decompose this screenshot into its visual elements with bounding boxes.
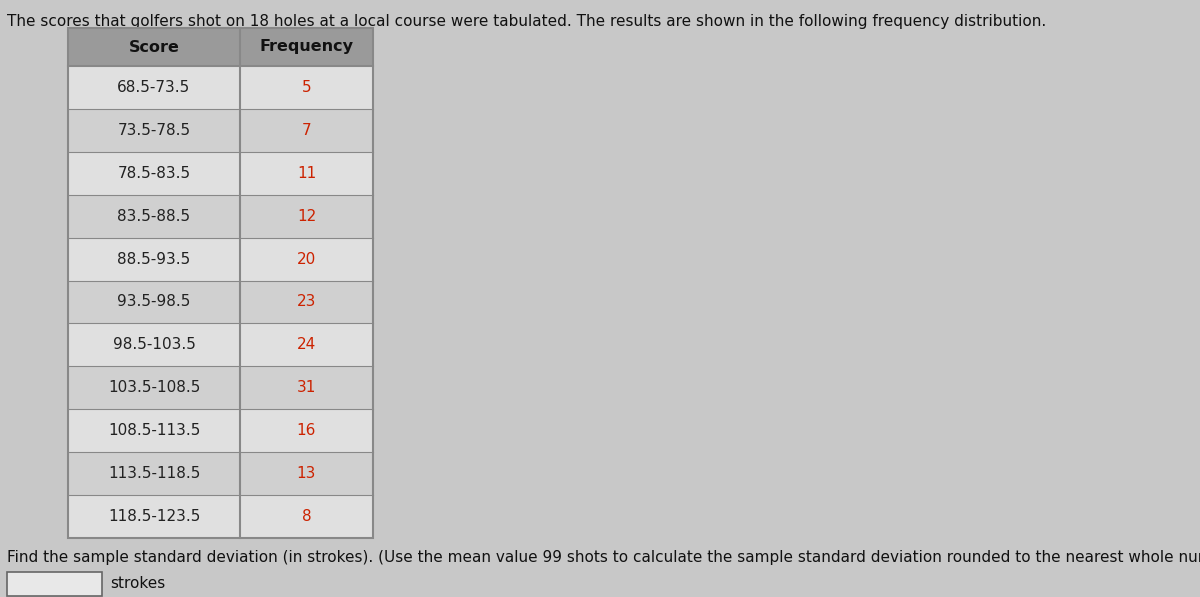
Bar bbox=[68, 281, 373, 324]
Bar bbox=[68, 452, 373, 495]
Text: 31: 31 bbox=[296, 380, 316, 395]
Bar bbox=[7, 572, 102, 596]
Text: 103.5-108.5: 103.5-108.5 bbox=[108, 380, 200, 395]
Text: Score: Score bbox=[128, 39, 180, 54]
Text: 23: 23 bbox=[296, 294, 316, 309]
Text: 7: 7 bbox=[301, 123, 311, 138]
Text: 113.5-118.5: 113.5-118.5 bbox=[108, 466, 200, 481]
Bar bbox=[68, 195, 373, 238]
Text: 83.5-88.5: 83.5-88.5 bbox=[118, 209, 191, 224]
Bar bbox=[68, 367, 373, 410]
Text: strokes: strokes bbox=[110, 577, 166, 592]
Bar bbox=[68, 495, 373, 538]
Bar bbox=[68, 152, 373, 195]
Bar bbox=[68, 238, 373, 281]
Text: The scores that golfers shot on 18 holes at a local course were tabulated. The r: The scores that golfers shot on 18 holes… bbox=[7, 14, 1046, 29]
Text: 88.5-93.5: 88.5-93.5 bbox=[118, 251, 191, 267]
Text: 12: 12 bbox=[296, 209, 316, 224]
Text: 13: 13 bbox=[296, 466, 316, 481]
Text: 16: 16 bbox=[296, 423, 316, 438]
Text: 24: 24 bbox=[296, 337, 316, 352]
Text: 8: 8 bbox=[301, 509, 311, 524]
Bar bbox=[68, 109, 373, 152]
Text: 78.5-83.5: 78.5-83.5 bbox=[118, 166, 191, 181]
Text: 68.5-73.5: 68.5-73.5 bbox=[118, 80, 191, 95]
Text: 11: 11 bbox=[296, 166, 316, 181]
Text: 73.5-78.5: 73.5-78.5 bbox=[118, 123, 191, 138]
Bar bbox=[68, 28, 373, 66]
Bar bbox=[68, 324, 373, 367]
Bar bbox=[68, 410, 373, 452]
Text: 20: 20 bbox=[296, 251, 316, 267]
Bar bbox=[68, 28, 373, 538]
Text: Frequency: Frequency bbox=[259, 39, 354, 54]
Text: 5: 5 bbox=[301, 80, 311, 95]
Text: 108.5-113.5: 108.5-113.5 bbox=[108, 423, 200, 438]
Text: 98.5-103.5: 98.5-103.5 bbox=[113, 337, 196, 352]
Text: Find the sample standard deviation (in strokes). (Use the mean value 99 shots to: Find the sample standard deviation (in s… bbox=[7, 550, 1200, 565]
Bar bbox=[68, 66, 373, 109]
Text: 93.5-98.5: 93.5-98.5 bbox=[118, 294, 191, 309]
Text: 118.5-123.5: 118.5-123.5 bbox=[108, 509, 200, 524]
